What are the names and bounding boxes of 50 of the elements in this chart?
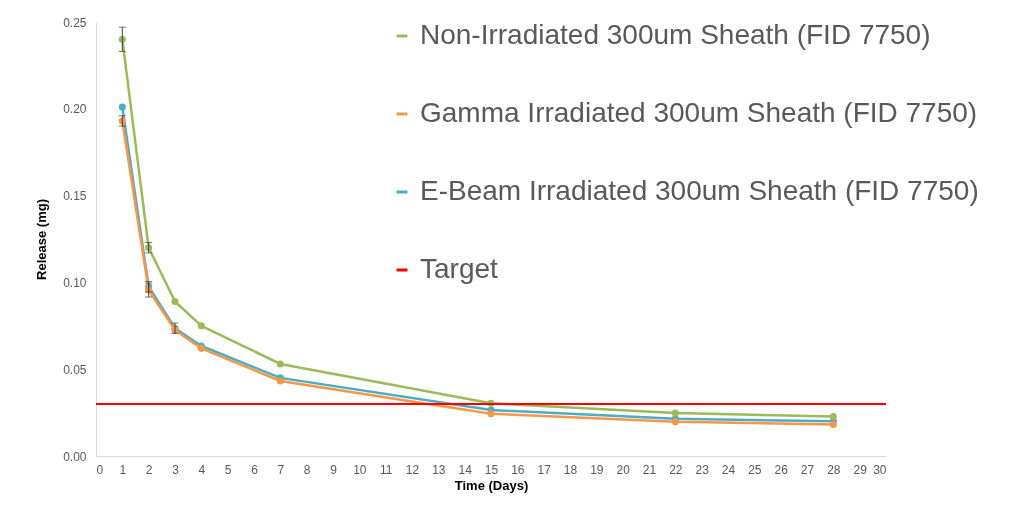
point (671, 409, 679, 417)
x-tick-label: 9 (330, 462, 338, 477)
x-tick-label: 10 (353, 462, 367, 477)
point (276, 360, 284, 368)
y-tick-label: 0.10 (63, 275, 87, 290)
x-tick-label: 7 (277, 462, 285, 477)
y-tick-label: 0.25 (63, 15, 87, 30)
x-tick-label: 12 (405, 462, 420, 477)
legend-label: E-Beam Irradiated 300um Sheath (FID 7750) (420, 175, 979, 206)
y-tick-label: 0.05 (63, 362, 87, 377)
x-tick-label: 26 (774, 462, 789, 477)
point (118, 103, 126, 111)
x-tick-label: 20 (616, 462, 631, 477)
y-tick-label: 0.15 (63, 189, 87, 204)
x-tick-label: 25 (748, 462, 762, 477)
x-tick-label: 24 (721, 462, 736, 477)
x-tick-label: 1 (119, 462, 127, 477)
x-tick-label: 15 (484, 462, 499, 477)
x-tick-label: 18 (563, 462, 578, 477)
y-tick-label: 0.00 (63, 449, 87, 464)
x-tick-label: 11 (379, 462, 393, 477)
x-tick-label: 2 (145, 462, 153, 477)
x-tick-label: 23 (695, 462, 710, 477)
legend-label: Gamma Irradiated 300um Sheath (FID 7750) (420, 97, 978, 128)
x-tick-label: 22 (669, 462, 683, 477)
x-tick-label: 3 (172, 462, 180, 477)
x-tick-label: 19 (590, 462, 604, 477)
x-tick-label: 8 (303, 462, 311, 477)
x-tick-label: 29 (853, 462, 868, 477)
legend-label: Target (420, 253, 499, 284)
x-axis-title: Time (Days) (454, 477, 529, 493)
x-tick-label: 21 (642, 462, 657, 477)
x-tick-label: 0 (96, 462, 104, 477)
legend-label: Non-Irradiated 300um Sheath (FID 7750) (420, 19, 931, 50)
x-tick-label: 13 (432, 462, 446, 477)
x-tick-label: 17 (537, 462, 552, 477)
point (487, 410, 495, 418)
x-tick-label: 30 (873, 462, 887, 477)
x-tick-label: 16 (511, 462, 525, 477)
point (171, 297, 179, 306)
x-tick-label: 5 (224, 462, 232, 477)
point (829, 412, 837, 420)
y-tick-label: 0.20 (63, 102, 87, 117)
x-tick-label: 14 (458, 462, 473, 477)
y-axis-title: Release (mg) (34, 199, 50, 280)
x-tick-label: 4 (198, 462, 206, 477)
point (197, 322, 205, 330)
x-tick-label: 28 (827, 462, 841, 477)
x-tick-label: 27 (800, 462, 815, 477)
x-tick-label: 6 (251, 462, 259, 477)
